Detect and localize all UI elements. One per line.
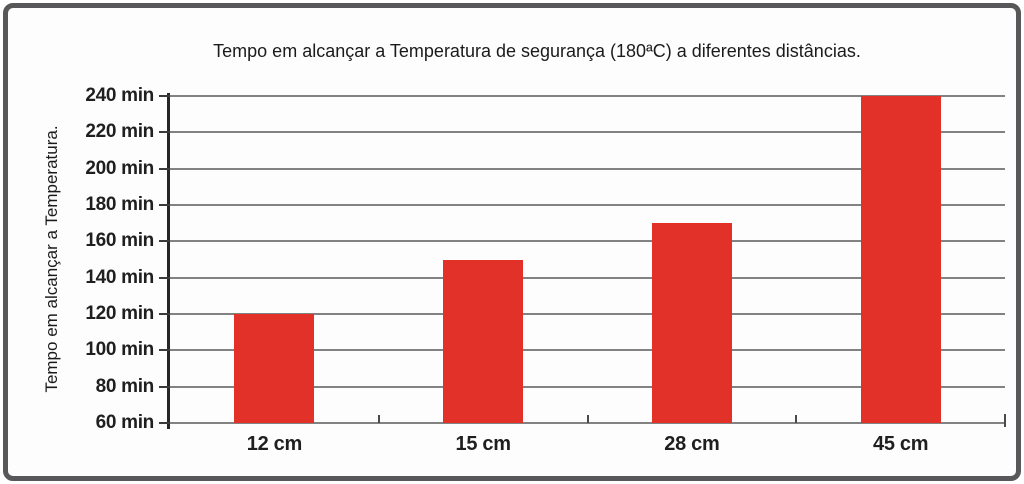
x-tick-4 — [1004, 414, 1006, 427]
y-tick-120 — [159, 313, 170, 315]
x-tick-label-12-cm: 12 cm — [246, 433, 303, 455]
gridline-120 — [170, 313, 1005, 315]
y-tick-label-60: 60 min — [95, 412, 155, 433]
gridline-60 — [170, 422, 1005, 424]
x-tick-label-28-cm: 28 cm — [664, 433, 720, 455]
y-tick-label-100: 100 min — [85, 339, 154, 361]
bar-45-cm — [860, 96, 941, 423]
y-tick-label-200: 200 min — [85, 157, 154, 179]
y-tick-160 — [159, 240, 170, 243]
y-tick-100 — [159, 349, 170, 352]
bar-12-cm — [234, 314, 315, 423]
x-tick-label-15-cm: 15 cm — [455, 433, 512, 455]
x-tick-label-45-cm: 45 cm — [873, 433, 929, 455]
y-tick-60 — [159, 422, 170, 424]
y-tick-200 — [159, 167, 170, 170]
y-tick-label-160: 160 min — [85, 230, 154, 252]
gridline-80 — [170, 385, 1005, 388]
y-tick-label-120: 120 min — [85, 303, 154, 324]
gridline-240 — [170, 95, 1005, 97]
x-tick-2 — [586, 415, 589, 423]
y-tick-label-240: 240 min — [85, 85, 154, 106]
x-tick-1 — [377, 415, 380, 423]
gridline-180 — [170, 204, 1005, 206]
chart-frame: Tempo em alcançar a Temperatura de segur… — [3, 3, 1021, 481]
bar-28-cm — [651, 223, 732, 423]
y-tick-label-80: 80 min — [95, 375, 155, 397]
bar-15-cm — [443, 259, 524, 423]
y-tick-140 — [159, 276, 170, 279]
y-tick-label-220: 220 min — [85, 121, 154, 143]
plot-area: 60 min 80 min 100 min 120 min 140 min 160 min… — [85, 85, 1006, 455]
y-tick-label-140: 140 min — [85, 266, 154, 288]
x-tick-3 — [795, 415, 798, 423]
gridline-140 — [170, 276, 1005, 279]
y-tick-220 — [159, 131, 170, 134]
y-tick-240 — [159, 95, 170, 97]
gridline-220 — [170, 131, 1005, 134]
y-axis-line — [167, 93, 170, 429]
y-tick-180 — [159, 204, 170, 206]
gridline-200 — [170, 167, 1005, 170]
y-tick-80 — [159, 385, 170, 388]
gridline-160 — [170, 240, 1005, 243]
gridline-100 — [170, 349, 1005, 352]
chart-title: Tempo em alcançar a Temperatura de segur… — [213, 41, 861, 61]
y-tick-label-180: 180 min — [85, 194, 154, 215]
